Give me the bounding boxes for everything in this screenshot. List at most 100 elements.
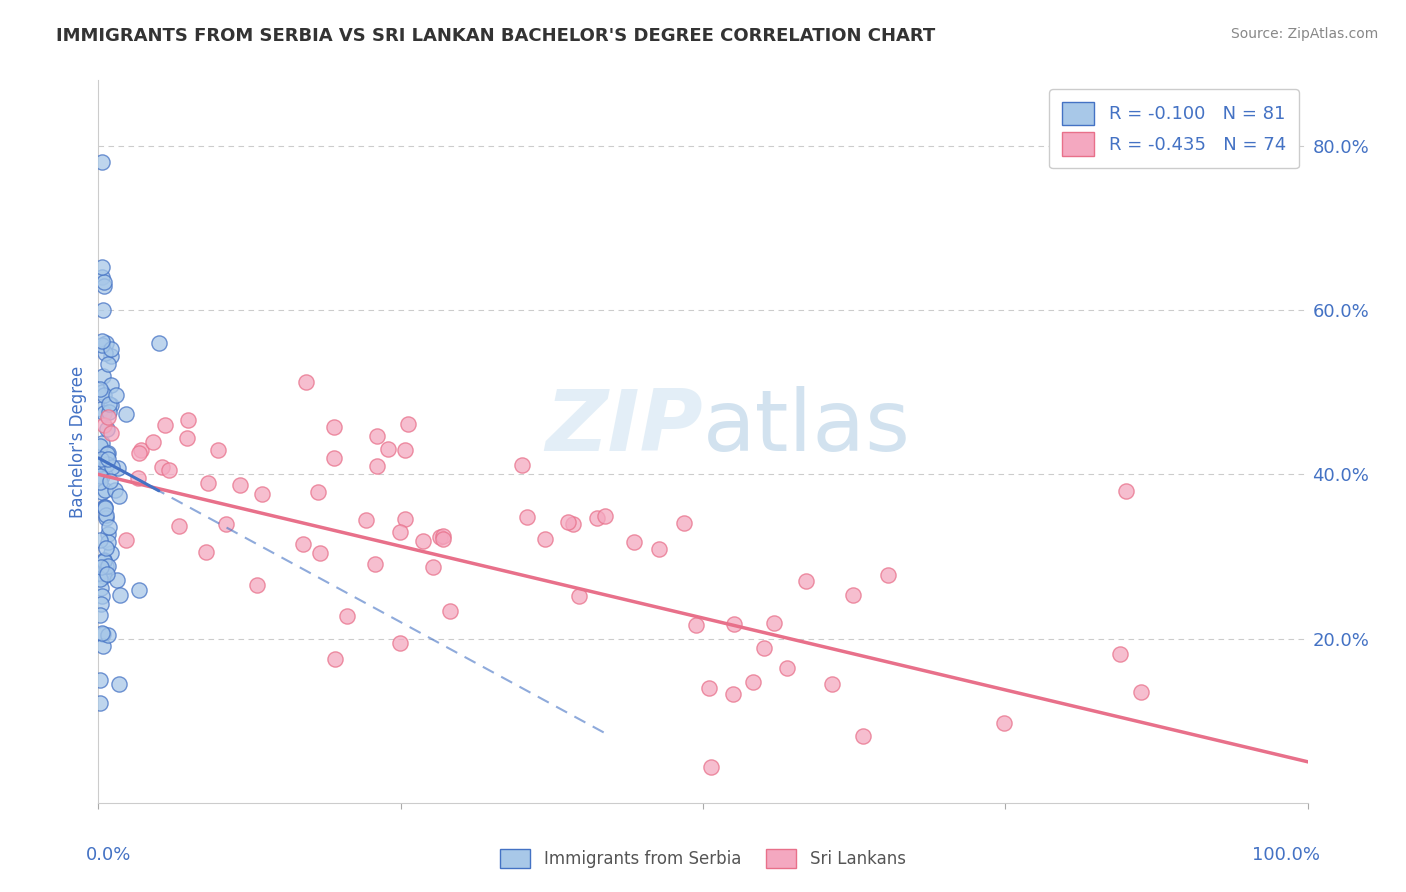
Point <box>91 155 114 169</box>
Point <box>97 452 120 467</box>
Point <box>432 529 454 543</box>
Point <box>366 429 388 443</box>
Point <box>851 729 873 743</box>
Point <box>89 382 111 396</box>
Point <box>291 537 314 551</box>
Point <box>336 609 359 624</box>
Point <box>100 546 122 560</box>
Point <box>153 418 176 433</box>
Point <box>323 652 346 666</box>
Point <box>89 607 111 622</box>
Point <box>129 442 152 457</box>
Point <box>354 513 377 527</box>
Point <box>1129 684 1152 698</box>
Point <box>841 589 863 603</box>
Point <box>93 418 115 433</box>
Point <box>177 413 200 427</box>
Point <box>93 569 115 583</box>
Point <box>422 560 444 574</box>
Point <box>366 458 388 473</box>
Point <box>794 574 817 589</box>
Point <box>105 573 128 587</box>
Point <box>104 483 127 497</box>
Point <box>91 334 114 348</box>
Point <box>94 500 117 515</box>
Point <box>595 509 617 524</box>
Point <box>89 572 111 586</box>
Point <box>108 677 131 691</box>
Point <box>91 469 114 483</box>
Point <box>94 336 117 351</box>
Point <box>93 552 115 566</box>
Point <box>101 459 124 474</box>
Point <box>94 346 117 360</box>
Point <box>93 405 115 419</box>
Point <box>752 641 775 656</box>
Point <box>97 534 120 549</box>
Point <box>585 510 607 524</box>
Point <box>100 342 122 356</box>
Point <box>108 588 131 602</box>
Text: ZIP: ZIP <box>546 385 703 468</box>
Point <box>89 457 111 471</box>
Point <box>94 511 117 525</box>
Point <box>90 401 112 416</box>
Point <box>295 375 318 389</box>
Point <box>96 541 118 556</box>
Point <box>90 260 112 274</box>
Point <box>91 485 114 500</box>
Point <box>98 520 121 534</box>
Point <box>91 627 114 641</box>
Point <box>93 554 115 568</box>
Point <box>229 478 252 492</box>
Point <box>93 275 115 289</box>
Point <box>742 675 765 690</box>
Point <box>115 407 138 421</box>
Point <box>250 487 273 501</box>
Point <box>97 628 120 642</box>
Point <box>91 435 114 450</box>
Point <box>394 442 416 457</box>
Point <box>699 681 721 695</box>
Point <box>91 564 114 578</box>
Point <box>429 530 451 544</box>
Point <box>246 578 269 592</box>
Legend: Immigrants from Serbia, Sri Lankans: Immigrants from Serbia, Sri Lankans <box>494 842 912 875</box>
Point <box>148 336 170 351</box>
Point <box>100 398 122 412</box>
Point <box>98 405 121 419</box>
Point <box>93 388 115 402</box>
Point <box>91 303 114 318</box>
Point <box>100 426 122 441</box>
Point <box>623 535 645 549</box>
Point <box>94 500 117 515</box>
Point <box>107 489 129 503</box>
Point <box>821 677 844 691</box>
Text: 100.0%: 100.0% <box>1251 847 1320 864</box>
Point <box>90 581 112 595</box>
Point <box>90 560 112 574</box>
Point <box>98 397 121 411</box>
Point <box>516 509 538 524</box>
Point <box>97 357 120 371</box>
Point <box>723 617 745 632</box>
Point <box>96 445 118 459</box>
Point <box>89 439 111 453</box>
Point <box>648 542 671 557</box>
Point <box>194 544 217 558</box>
Point <box>97 527 120 541</box>
Point <box>89 467 111 482</box>
Point <box>197 475 219 490</box>
Point <box>127 471 149 485</box>
Point <box>323 419 346 434</box>
Point <box>96 458 118 472</box>
Point <box>377 442 399 457</box>
Point <box>89 533 111 547</box>
Text: IMMIGRANTS FROM SERBIA VS SRI LANKAN BACHELOR'S DEGREE CORRELATION CHART: IMMIGRANTS FROM SERBIA VS SRI LANKAN BAC… <box>56 27 935 45</box>
Point <box>568 589 591 603</box>
Point <box>561 516 583 531</box>
Point <box>307 485 329 500</box>
Point <box>96 447 118 461</box>
Point <box>100 378 122 392</box>
Point <box>96 567 118 582</box>
